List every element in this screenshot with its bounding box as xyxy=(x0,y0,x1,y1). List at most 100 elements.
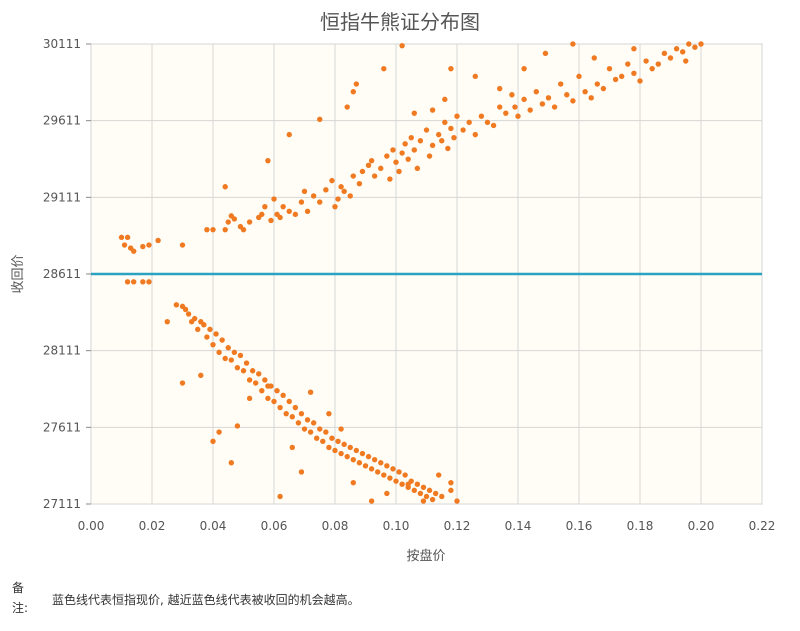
data-point xyxy=(280,392,286,398)
data-point xyxy=(423,493,430,500)
data-point xyxy=(448,65,454,72)
data-point xyxy=(350,88,356,95)
data-point xyxy=(399,42,405,49)
data-point xyxy=(292,211,299,218)
data-point xyxy=(310,193,317,199)
data-point xyxy=(390,466,396,472)
data-point xyxy=(490,122,497,129)
data-point xyxy=(420,498,427,504)
data-point xyxy=(210,341,216,348)
data-point xyxy=(509,92,515,98)
data-point xyxy=(426,153,433,159)
data-point xyxy=(329,435,335,441)
data-point xyxy=(280,203,286,210)
data-point xyxy=(353,81,360,87)
data-point xyxy=(570,98,576,104)
y-tick-label: 29611 xyxy=(43,114,81,128)
data-point xyxy=(353,447,360,454)
data-point xyxy=(451,134,457,141)
data-point xyxy=(210,438,216,444)
data-point xyxy=(533,88,539,95)
data-point xyxy=(121,242,128,248)
data-point xyxy=(310,420,317,426)
data-point xyxy=(307,429,314,435)
data-point xyxy=(225,219,231,225)
data-point xyxy=(683,58,689,64)
x-tick-label: 0.04 xyxy=(200,519,227,533)
data-point xyxy=(390,147,396,153)
data-point xyxy=(259,387,265,394)
y-tick-label: 28111 xyxy=(43,344,81,358)
data-point xyxy=(542,50,549,57)
data-point xyxy=(442,96,448,103)
data-point xyxy=(631,46,637,52)
data-point xyxy=(387,475,393,481)
data-point xyxy=(182,306,189,313)
data-point xyxy=(304,417,311,423)
data-point xyxy=(201,322,207,328)
data-point xyxy=(131,279,137,285)
data-point xyxy=(262,377,268,383)
x-tick-label: 0.22 xyxy=(749,519,776,533)
data-point xyxy=(472,73,478,80)
data-point xyxy=(271,398,277,405)
data-point xyxy=(625,61,631,67)
data-point xyxy=(612,76,619,83)
data-point xyxy=(234,364,241,371)
data-point xyxy=(429,107,436,113)
data-point xyxy=(274,387,280,394)
data-point xyxy=(271,196,277,202)
data-point xyxy=(298,199,305,205)
data-point xyxy=(344,104,350,110)
data-point xyxy=(527,107,533,113)
data-point xyxy=(448,487,454,494)
data-point xyxy=(399,481,405,487)
data-point xyxy=(558,81,564,87)
data-point xyxy=(591,55,597,61)
data-point xyxy=(277,404,283,411)
data-point xyxy=(405,156,411,162)
data-point xyxy=(414,165,421,172)
data-point xyxy=(673,46,680,52)
data-point xyxy=(551,104,558,110)
data-point xyxy=(417,138,424,144)
data-point xyxy=(301,188,308,195)
data-point xyxy=(277,214,283,221)
data-point xyxy=(359,450,366,457)
data-point xyxy=(539,101,546,107)
data-point xyxy=(436,131,442,138)
data-point xyxy=(289,414,295,420)
data-point xyxy=(253,380,259,386)
data-point xyxy=(680,49,686,55)
data-point xyxy=(448,125,454,132)
data-point xyxy=(146,279,152,285)
data-point xyxy=(411,110,417,116)
data-point xyxy=(368,157,375,164)
chart-title: 恒指牛熊证分布图 xyxy=(320,10,480,34)
data-point xyxy=(140,243,146,250)
data-point xyxy=(329,177,335,184)
y-axis-title: 收回价 xyxy=(11,254,26,293)
data-point xyxy=(249,368,256,374)
data-point xyxy=(173,302,180,308)
data-point xyxy=(317,116,323,122)
data-point xyxy=(411,147,417,153)
data-point xyxy=(381,472,387,478)
data-point xyxy=(439,493,445,500)
data-point xyxy=(222,184,228,190)
x-tick-label: 0.20 xyxy=(688,519,715,533)
data-point xyxy=(335,438,341,444)
data-point xyxy=(408,134,414,141)
data-point xyxy=(131,248,137,254)
data-point xyxy=(323,187,329,193)
data-point xyxy=(454,498,460,504)
y-axis-ticks: 27111 27611 28111 28611 29111 29611 30111 xyxy=(43,37,91,511)
data-point xyxy=(698,41,704,47)
data-point xyxy=(347,193,353,199)
data-point xyxy=(521,65,527,72)
data-point xyxy=(350,173,356,179)
data-point xyxy=(265,395,271,402)
data-point xyxy=(225,345,231,351)
data-point xyxy=(124,234,131,241)
